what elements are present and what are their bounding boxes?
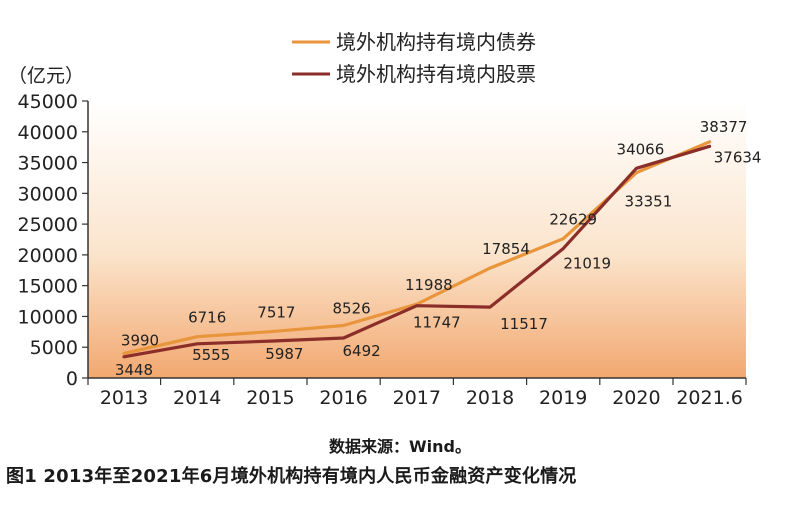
data-label-stocks: 34066 xyxy=(617,140,665,158)
legend: 境外机构持有境内债券 境外机构持有境内股票 xyxy=(292,30,536,86)
data-label-stocks: 11747 xyxy=(413,314,461,332)
x-tick-label: 2014 xyxy=(173,387,221,409)
y-tick-label: 15000 xyxy=(18,276,78,298)
data-label-stocks: 5555 xyxy=(192,346,230,364)
data-label-stocks: 21019 xyxy=(563,255,611,273)
legend-label-stocks: 境外机构持有境内股票 xyxy=(336,62,536,86)
y-axis-unit-label: （亿元） xyxy=(8,65,84,87)
data-label-stocks: 11517 xyxy=(500,315,548,333)
data-label-bonds: 33351 xyxy=(625,193,673,211)
y-tick-label: 35000 xyxy=(18,153,78,175)
plot-area xyxy=(88,101,746,378)
x-tick-label: 2018 xyxy=(466,387,514,409)
data-label-bonds: 17854 xyxy=(482,240,530,258)
y-tick-label: 0 xyxy=(66,368,78,390)
x-tick-label: 2020 xyxy=(612,387,660,409)
series-line-stocks xyxy=(122,144,712,359)
data-label-bonds: 6716 xyxy=(188,309,226,327)
x-tick-label: 2016 xyxy=(319,387,367,409)
data-label-stocks: 5987 xyxy=(265,345,303,363)
y-tick-label: 20000 xyxy=(18,245,78,267)
x-tick-label: 2021.6 xyxy=(676,387,742,409)
data-label-bonds: 3990 xyxy=(121,331,159,349)
y-tick-label: 5000 xyxy=(30,337,78,359)
y-tick-label: 10000 xyxy=(18,306,78,328)
data-label-bonds: 22629 xyxy=(549,211,597,229)
y-tick-label: 45000 xyxy=(18,91,78,113)
data-label-stocks: 6492 xyxy=(343,342,381,360)
data-label-bonds: 8526 xyxy=(333,300,371,318)
x-tick-label: 2019 xyxy=(539,387,587,409)
y-tick-label: 30000 xyxy=(18,183,78,205)
x-tick-label: 2013 xyxy=(100,387,148,409)
figure-caption: 图1 2013年至2021年6月境外机构持有境内人民币金融资产变化情况 xyxy=(6,466,577,487)
data-label-bonds: 7517 xyxy=(257,304,295,322)
data-label-stocks: 37634 xyxy=(714,148,762,166)
x-tick-label: 2015 xyxy=(246,387,294,409)
legend-label-bonds: 境外机构持有境内债券 xyxy=(336,30,536,54)
data-label-bonds: 38377 xyxy=(700,118,748,136)
y-tick-label: 25000 xyxy=(18,214,78,236)
y-tick-label: 40000 xyxy=(18,122,78,144)
x-tick-label: 2017 xyxy=(393,387,441,409)
line-chart: 境外机构持有境内债券 境外机构持有境内股票 （亿元） 0 5000 10000 150… xyxy=(8,30,762,409)
data-label-stocks: 3448 xyxy=(115,361,153,379)
source-note: 数据来源：Wind。 xyxy=(329,437,471,456)
data-label-bonds: 11988 xyxy=(405,276,453,294)
